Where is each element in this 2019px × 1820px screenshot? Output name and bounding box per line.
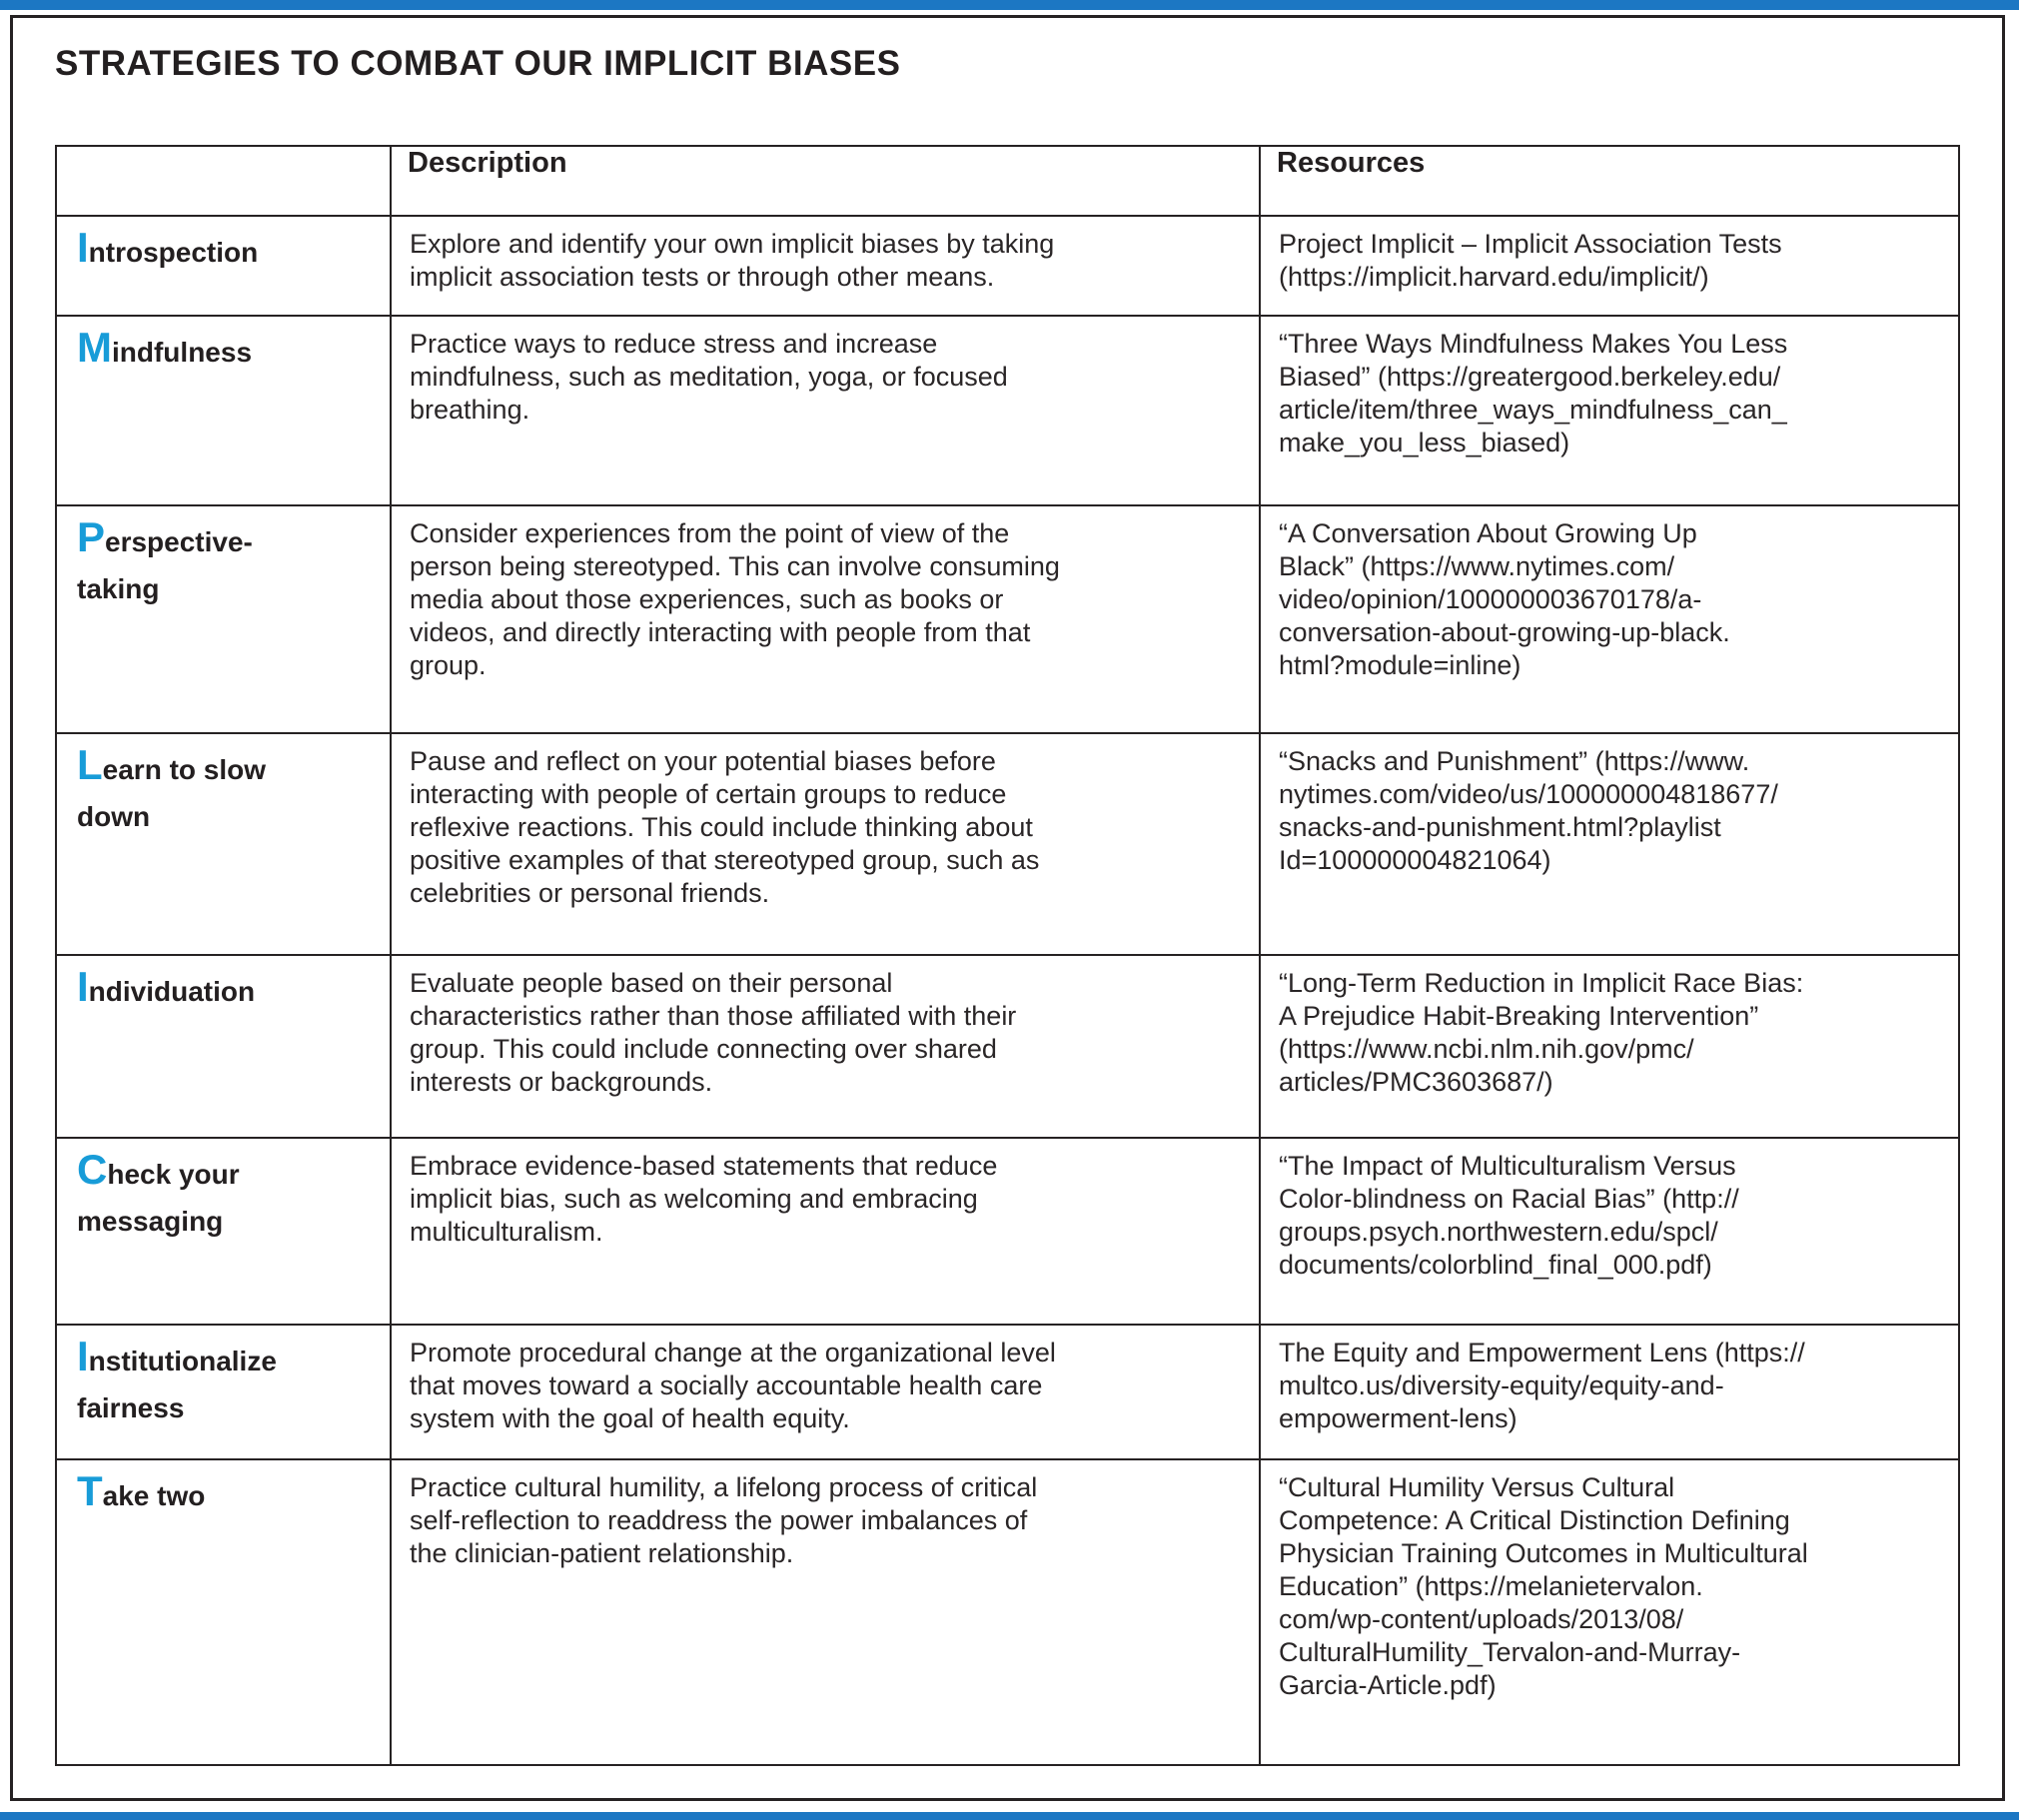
- strategy-name: Institutionalize fairness: [55, 1324, 392, 1460]
- strategy-resources: “Three Ways Mindfulness Makes You Less B…: [1259, 315, 1960, 506]
- table-row: Learn to slow down Pause and reflect on …: [55, 732, 1960, 956]
- table-row: Take two Practice cultural humility, a l…: [55, 1458, 1960, 1766]
- strategy-name-rest: nstitutionalize fairness: [77, 1346, 277, 1423]
- strategy-description: Explore and identify your own implicit b…: [390, 215, 1261, 317]
- strategy-initial-letter: L: [77, 741, 103, 788]
- strategy-description: Pause and reflect on your potential bias…: [390, 732, 1261, 956]
- strategy-initial-letter: M: [77, 324, 112, 371]
- header-row: Description Resources: [55, 145, 1960, 217]
- strategy-description: Evaluate people based on their personal …: [390, 954, 1261, 1139]
- bottom-rule: [0, 1812, 2019, 1820]
- strategy-initial-letter: I: [77, 224, 89, 271]
- strategy-resources: The Equity and Empowerment Lens (https:/…: [1259, 1324, 1960, 1460]
- strategy-name: Take two: [55, 1458, 392, 1766]
- top-rule: [0, 0, 2019, 10]
- table-row: Individuation Evaluate people based on t…: [55, 954, 1960, 1139]
- strategy-name-rest: ake two: [102, 1480, 206, 1511]
- strategy-name: Individuation: [55, 954, 392, 1139]
- strategy-initial-letter: C: [77, 1146, 108, 1193]
- strategy-resources: Project Implicit – Implicit Association …: [1259, 215, 1960, 317]
- strategy-initial-letter: I: [77, 963, 89, 1010]
- strategy-resources: “A Conversation About Growing Up Black” …: [1259, 504, 1960, 734]
- strategy-name: Learn to slow down: [55, 732, 392, 956]
- strategy-description: Practice ways to reduce stress and incre…: [390, 315, 1261, 506]
- column-header-description: Description: [390, 145, 1261, 217]
- strategy-name: Perspective- taking: [55, 504, 392, 734]
- strategy-description: Consider experiences from the point of v…: [390, 504, 1261, 734]
- strategy-name-rest: indfulness: [112, 337, 253, 368]
- strategy-resources: “Snacks and Punishment” (https://www. ny…: [1259, 732, 1960, 956]
- column-header-resources: Resources: [1259, 145, 1960, 217]
- table-row: Check your messaging Embrace evidence-ba…: [55, 1137, 1960, 1326]
- table-row: Perspective- taking Consider experiences…: [55, 504, 1960, 734]
- strategy-name-rest: ndividuation: [88, 976, 256, 1007]
- figure-title: STRATEGIES TO COMBAT OUR IMPLICIT BIASES: [55, 44, 901, 83]
- strategy-description: Embrace evidence-based statements that r…: [390, 1137, 1261, 1326]
- strategy-name-rest: earn to slow down: [77, 754, 267, 832]
- strategy-name: Check your messaging: [55, 1137, 392, 1326]
- strategy-initial-letter: T: [77, 1467, 103, 1514]
- strategy-name-rest: heck your messaging: [77, 1159, 240, 1237]
- strategy-resources: “The Impact of Multiculturalism Versus C…: [1259, 1137, 1960, 1326]
- strategy-description: Practice cultural humility, a lifelong p…: [390, 1458, 1261, 1766]
- strategy-description: Promote procedural change at the organiz…: [390, 1324, 1261, 1460]
- strategy-name-rest: erspective- taking: [77, 526, 253, 604]
- strategy-name-rest: ntrospection: [88, 237, 259, 268]
- strategy-name: Mindfulness: [55, 315, 392, 506]
- table-row: Institutionalize fairness Promote proced…: [55, 1324, 1960, 1460]
- strategy-initial-letter: I: [77, 1333, 89, 1379]
- strategy-resources: “Cultural Humility Versus Cultural Compe…: [1259, 1458, 1960, 1766]
- table-row: Mindfulness Practice ways to reduce stre…: [55, 315, 1960, 506]
- strategy-resources: “Long-Term Reduction in Implicit Race Bi…: [1259, 954, 1960, 1139]
- strategy-name: Introspection: [55, 215, 392, 317]
- table-row: Introspection Explore and identify your …: [55, 215, 1960, 317]
- header-spacer: [55, 145, 392, 217]
- strategy-initial-letter: P: [77, 513, 106, 560]
- strategies-table: Description Resources Introspection Expl…: [55, 145, 1960, 1766]
